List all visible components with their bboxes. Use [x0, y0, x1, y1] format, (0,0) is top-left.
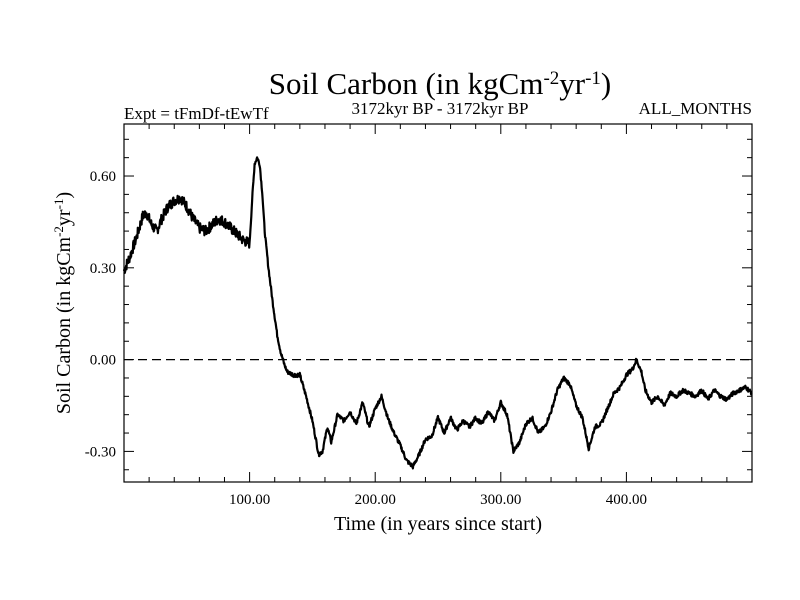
title-text-end: )	[601, 66, 611, 101]
ylabel-text-end: )	[53, 192, 75, 199]
axis-ticks: 100.00 200.00 300.00 400.00 0.60 0.30 0.00 -0.3…	[85, 124, 752, 508]
ylabel-superscript-2: -1	[51, 199, 66, 210]
y-tick-label: 0.30	[90, 261, 116, 277]
ylabel-text: Soil Carbon (in kgCm	[53, 236, 75, 414]
y-tick-label: -0.30	[85, 444, 116, 460]
title-text-mid: yr	[559, 66, 586, 101]
y-tick-label: 0.60	[90, 169, 116, 185]
experiment-label: Expt = tFmDf-tEwTf	[124, 104, 269, 123]
x-tick-label: 100.00	[229, 492, 270, 508]
y-tick-label: 0.00	[90, 353, 116, 369]
time-range-label: 3172kyr BP - 3172kyr BP	[352, 99, 529, 118]
x-axis-label: Time (in years since start)	[334, 513, 542, 535]
title-superscript-2: -1	[585, 68, 601, 89]
plot-frame	[123, 123, 753, 483]
x-tick-label: 200.00	[355, 492, 396, 508]
soil-carbon-series-line	[122, 156, 753, 470]
x-tick-label: 300.00	[480, 492, 521, 508]
ylabel-text-mid: yr	[53, 209, 75, 226]
title-superscript-1: -2	[543, 68, 559, 89]
ylabel-superscript-1: -2	[51, 226, 66, 237]
title-text: Soil Carbon (in kgCm	[269, 66, 544, 101]
chart-title: Soil Carbon (in kgCm-2yr-1)	[269, 66, 612, 101]
months-label: ALL_MONTHS	[639, 99, 752, 118]
y-axis-label: Soil Carbon (in kgCm-2yr-1)	[51, 192, 76, 414]
x-tick-label: 400.00	[606, 492, 647, 508]
